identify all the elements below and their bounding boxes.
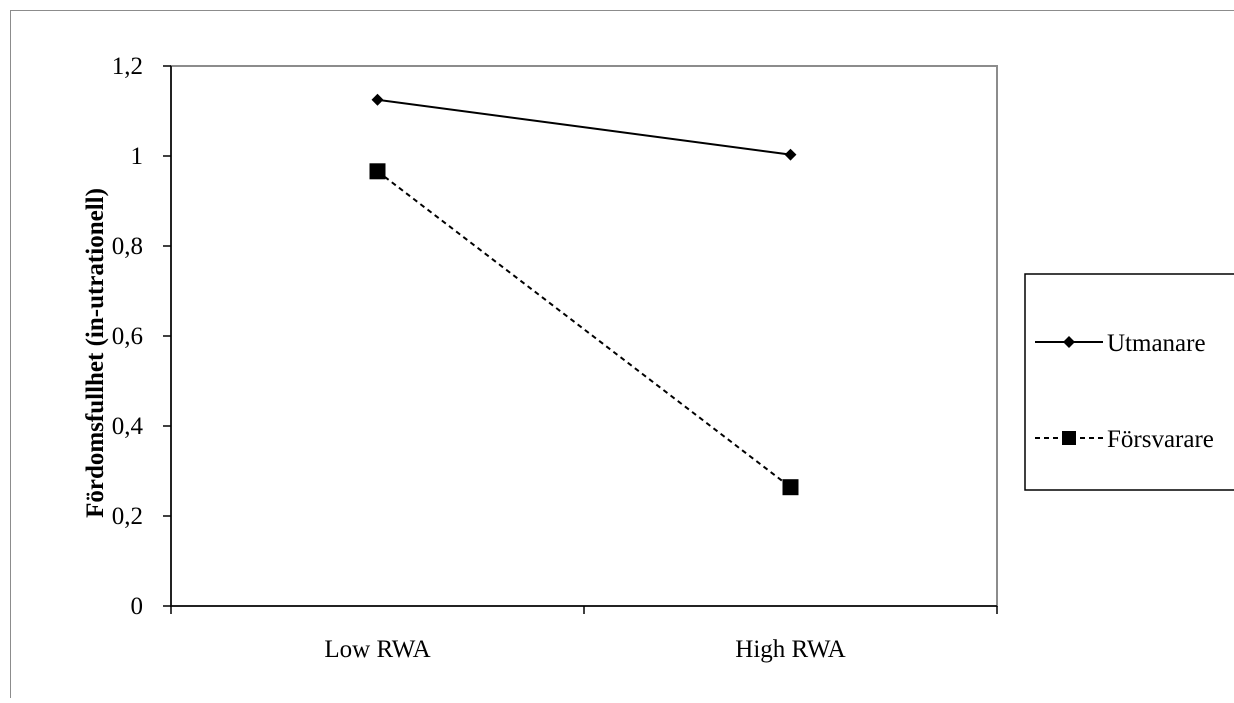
data-point-f-rsvarare bbox=[783, 479, 799, 495]
y-tick-label: 0,6 bbox=[112, 323, 143, 350]
y-tick-label: 0,8 bbox=[112, 233, 143, 260]
y-tick-label: 1,2 bbox=[112, 53, 143, 80]
data-point-f-rsvarare bbox=[370, 163, 386, 179]
y-axis-title: Fördomsfullhet (in-utrationell) bbox=[82, 188, 109, 518]
y-tick-label: 1 bbox=[131, 143, 144, 170]
legend-label-utmanare: Utmanare bbox=[1107, 330, 1206, 357]
legend-label-f-rsvarare: Försvarare bbox=[1107, 426, 1214, 453]
y-tick-label: 0,2 bbox=[112, 503, 143, 530]
legend-marker-f-rsvarare bbox=[1062, 431, 1076, 445]
legend-box bbox=[1025, 274, 1234, 490]
y-tick-label: 0,4 bbox=[112, 413, 144, 440]
x-tick-label: Low RWA bbox=[324, 636, 430, 663]
y-tick-label: 0 bbox=[131, 593, 144, 620]
x-tick-label: High RWA bbox=[735, 636, 845, 663]
